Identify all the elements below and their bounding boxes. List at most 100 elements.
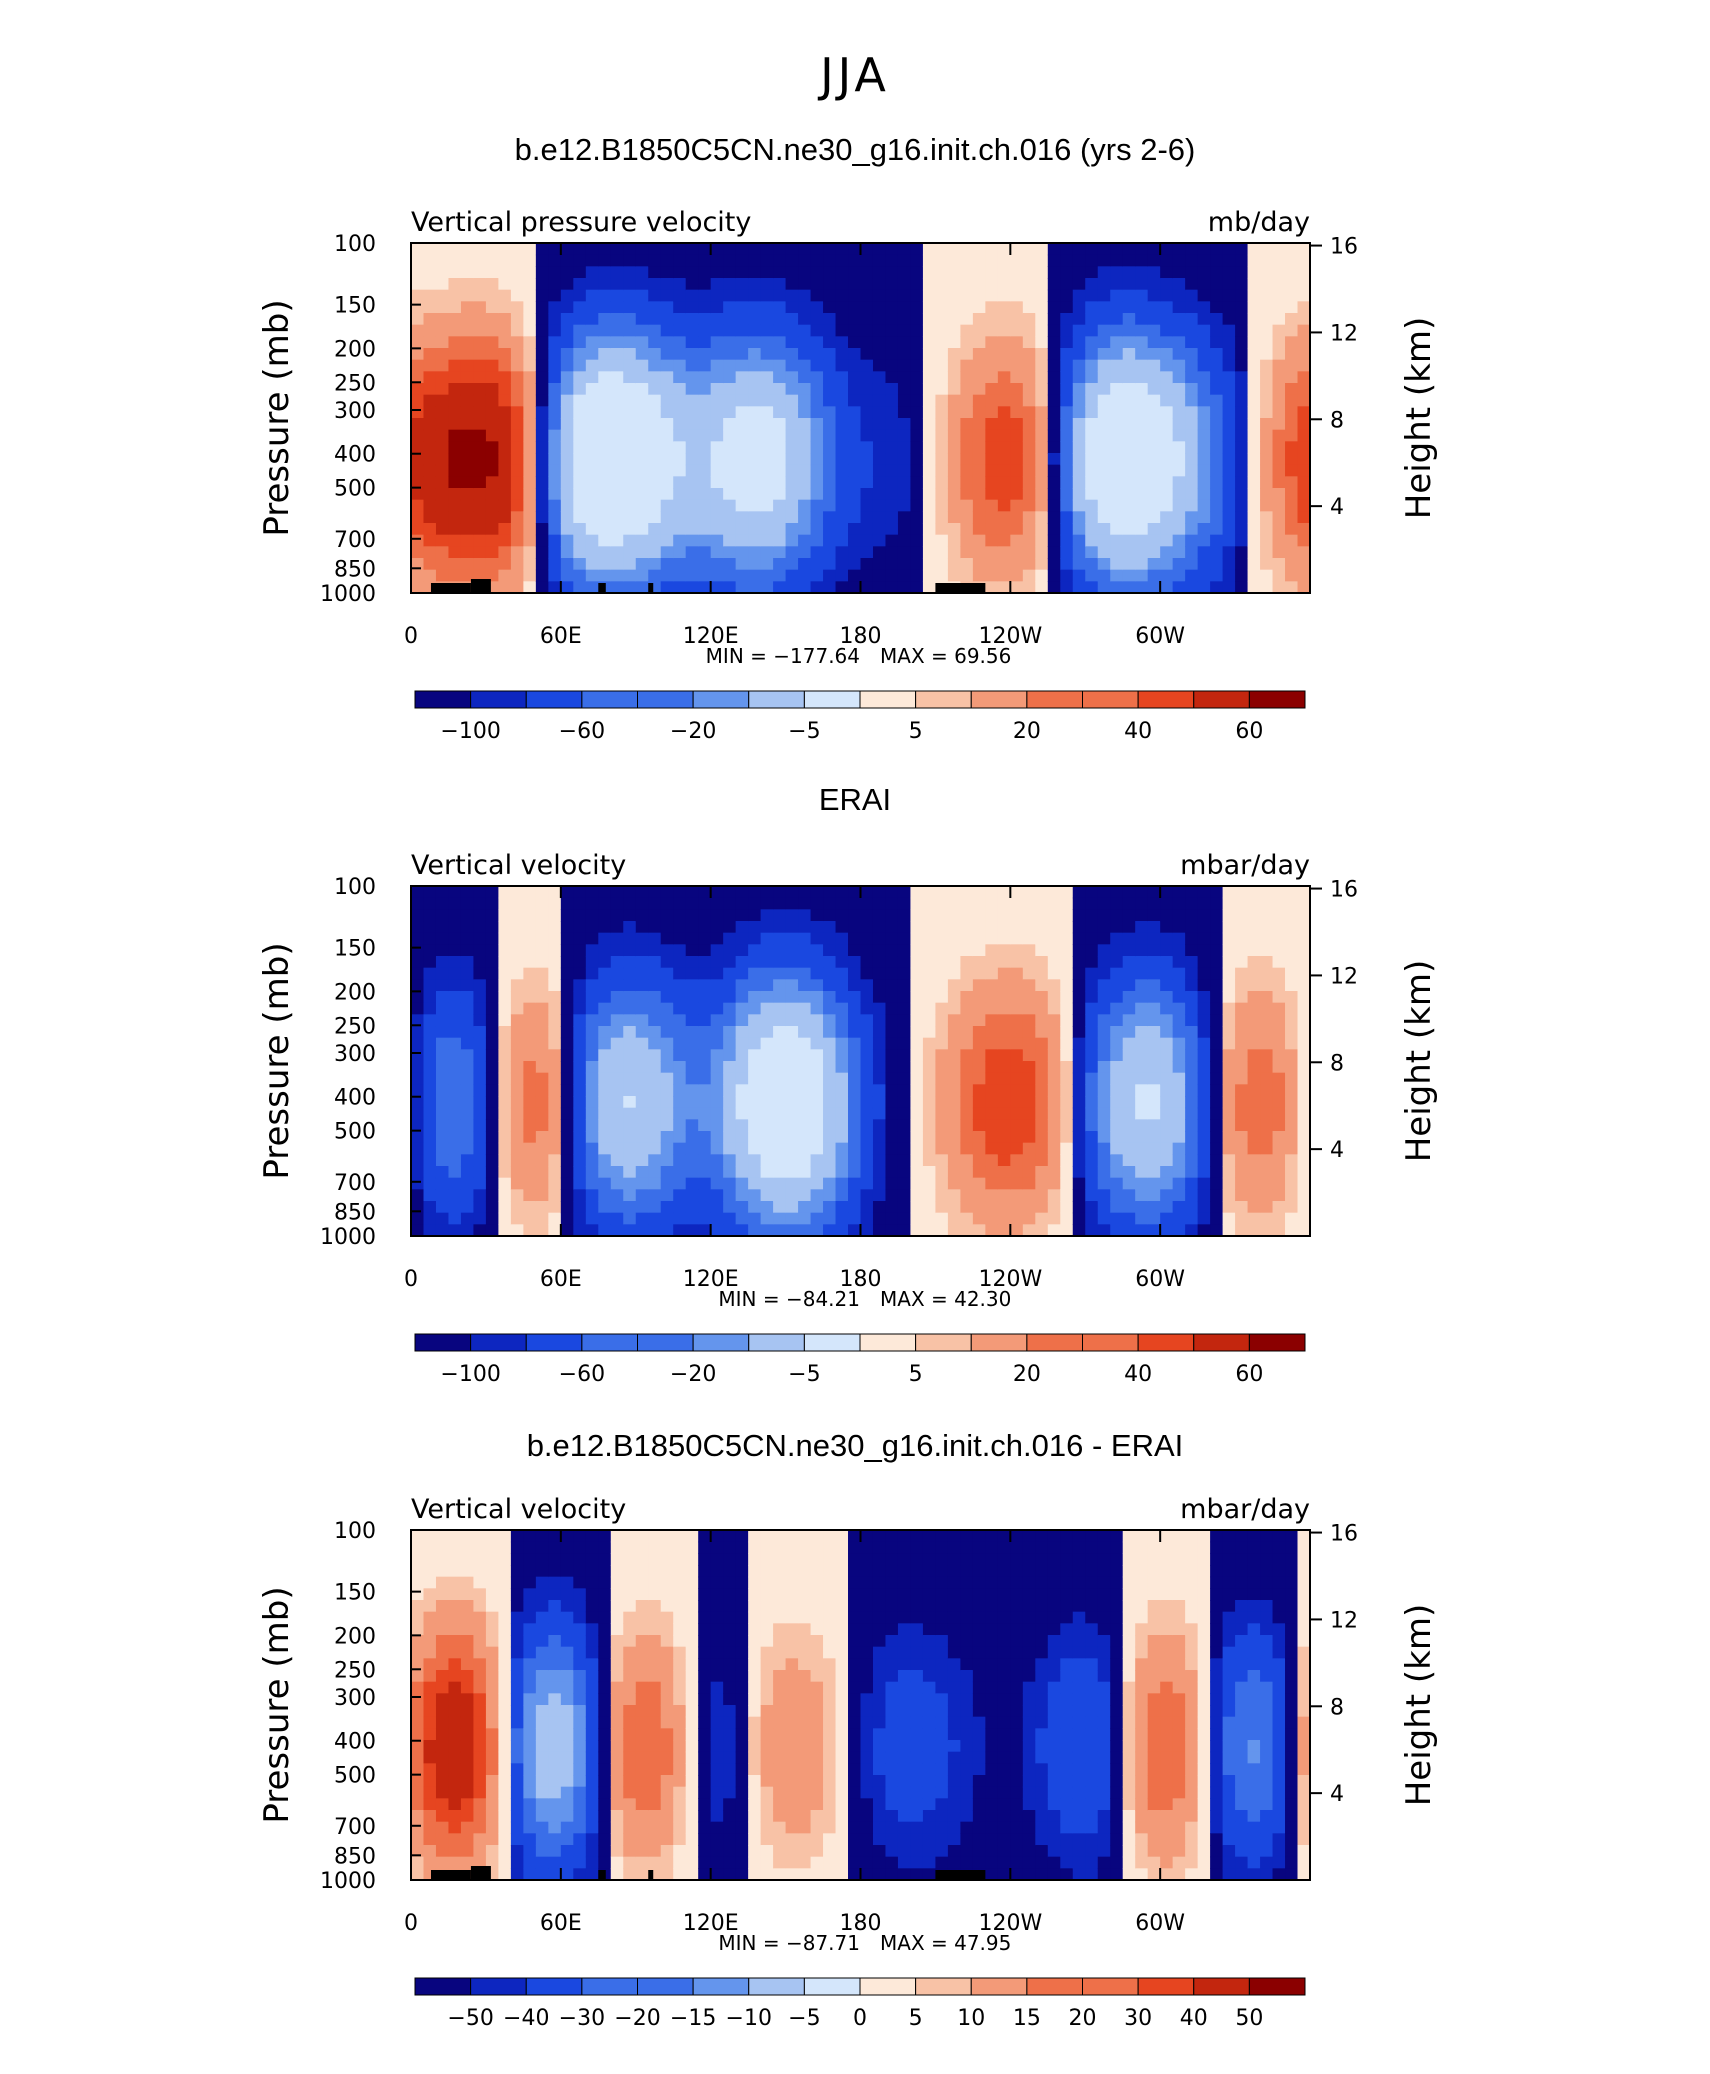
contour-cell [960, 278, 974, 291]
contour-cell [510, 991, 524, 1004]
contour-cell [848, 313, 862, 326]
contour-cell [1297, 581, 1311, 594]
contour-cell [935, 967, 949, 980]
contour-cell [535, 1541, 549, 1554]
contour-cell [748, 897, 762, 910]
contour-cell [1122, 1084, 1136, 1097]
contour-cell [710, 546, 724, 559]
contour-cell [947, 546, 961, 559]
contour-cell [573, 278, 587, 291]
contour-cell [535, 1845, 549, 1858]
contour-cell [897, 546, 912, 559]
contour-cell [1135, 523, 1149, 536]
contour-cell [411, 1224, 425, 1237]
contour-cell [773, 1072, 787, 1085]
contour-cell [735, 1201, 749, 1214]
contour-cell [623, 886, 637, 899]
contour-cell [1197, 921, 1211, 934]
contour-cell [760, 886, 774, 899]
contour-cell [460, 383, 475, 396]
contour-cell [1035, 488, 1049, 501]
contour-cell [548, 266, 562, 279]
contour-cell [773, 1002, 787, 1015]
contour-cell [560, 336, 574, 349]
contour-cell [1035, 1096, 1049, 1109]
contour-cell [423, 324, 437, 337]
contour-cell [1172, 418, 1186, 431]
contour-cell [885, 1201, 899, 1214]
contour-cell [673, 1131, 687, 1144]
contour-cell [860, 453, 874, 466]
contour-cell [1272, 441, 1286, 454]
contour-cell [1247, 1014, 1261, 1027]
contour-cell [960, 1212, 974, 1225]
contour-cell [960, 453, 974, 466]
contour-cell [1222, 523, 1236, 536]
contour-cell [698, 429, 712, 442]
contour-cell [1235, 1212, 1249, 1225]
contour-cell [1047, 336, 1061, 349]
contour-cell [1147, 359, 1161, 372]
contour-cell [1122, 558, 1136, 571]
contour-cell [872, 488, 887, 501]
contour-cell [910, 266, 924, 279]
contour-cell [710, 1177, 724, 1190]
contour-cell [698, 581, 712, 594]
contour-cell [685, 1154, 699, 1167]
contour-cell [985, 499, 999, 512]
contour-cell [897, 336, 912, 349]
contour-cell [972, 511, 986, 524]
contour-cell [1297, 336, 1311, 349]
contour-cell [735, 429, 749, 442]
contour-cell [435, 921, 450, 934]
contour-cell [535, 1530, 549, 1543]
contour-cell [1135, 301, 1149, 314]
contour-cell [1222, 886, 1236, 899]
contour-cell [573, 1530, 587, 1543]
contour-cell [1235, 289, 1249, 302]
contour-cell [798, 1037, 812, 1050]
contour-cell [810, 1072, 824, 1085]
contour-cell [810, 243, 824, 256]
contour-cell [972, 371, 986, 384]
contour-cell [835, 1072, 849, 1085]
contour-cell [535, 1798, 549, 1811]
contour-cell [698, 546, 712, 559]
contour-cell [560, 243, 574, 256]
contour-cell [473, 1037, 487, 1050]
contour-cell [411, 1096, 425, 1109]
contour-cell [760, 1072, 774, 1085]
contour-cell [785, 921, 799, 934]
contour-cell [1172, 1189, 1186, 1202]
contour-cell [1160, 956, 1174, 969]
contour-cell [910, 1107, 924, 1120]
contour-cell [798, 534, 812, 547]
contour-cell [1072, 371, 1086, 384]
contour-cell [798, 394, 812, 407]
contour-cell [997, 1107, 1011, 1120]
contour-cell [710, 464, 724, 477]
contour-cell [1247, 313, 1261, 326]
contour-cell [548, 1014, 562, 1027]
contour-cell [798, 383, 812, 396]
contour-cell [698, 932, 712, 945]
contour-cell [1260, 581, 1274, 594]
contour-cell [1247, 371, 1261, 384]
contour-cell [1297, 1072, 1311, 1085]
contour-cell [1135, 1154, 1149, 1167]
contour-cell [785, 1026, 799, 1039]
contour-cell [573, 1623, 587, 1636]
contour-cell [635, 1049, 649, 1062]
contour-cell [460, 394, 475, 407]
contour-cell [1085, 278, 1099, 291]
contour-cell [1222, 944, 1236, 957]
contour-cell [960, 441, 974, 454]
contour-cell [997, 278, 1011, 291]
contour-cell [610, 1705, 624, 1718]
contour-cell [673, 1014, 687, 1027]
contour-cell [1060, 418, 1074, 431]
contour-cell [723, 383, 737, 396]
contour-cell [1010, 1142, 1024, 1155]
contour-cell [897, 324, 912, 337]
contour-cell [560, 1635, 574, 1648]
